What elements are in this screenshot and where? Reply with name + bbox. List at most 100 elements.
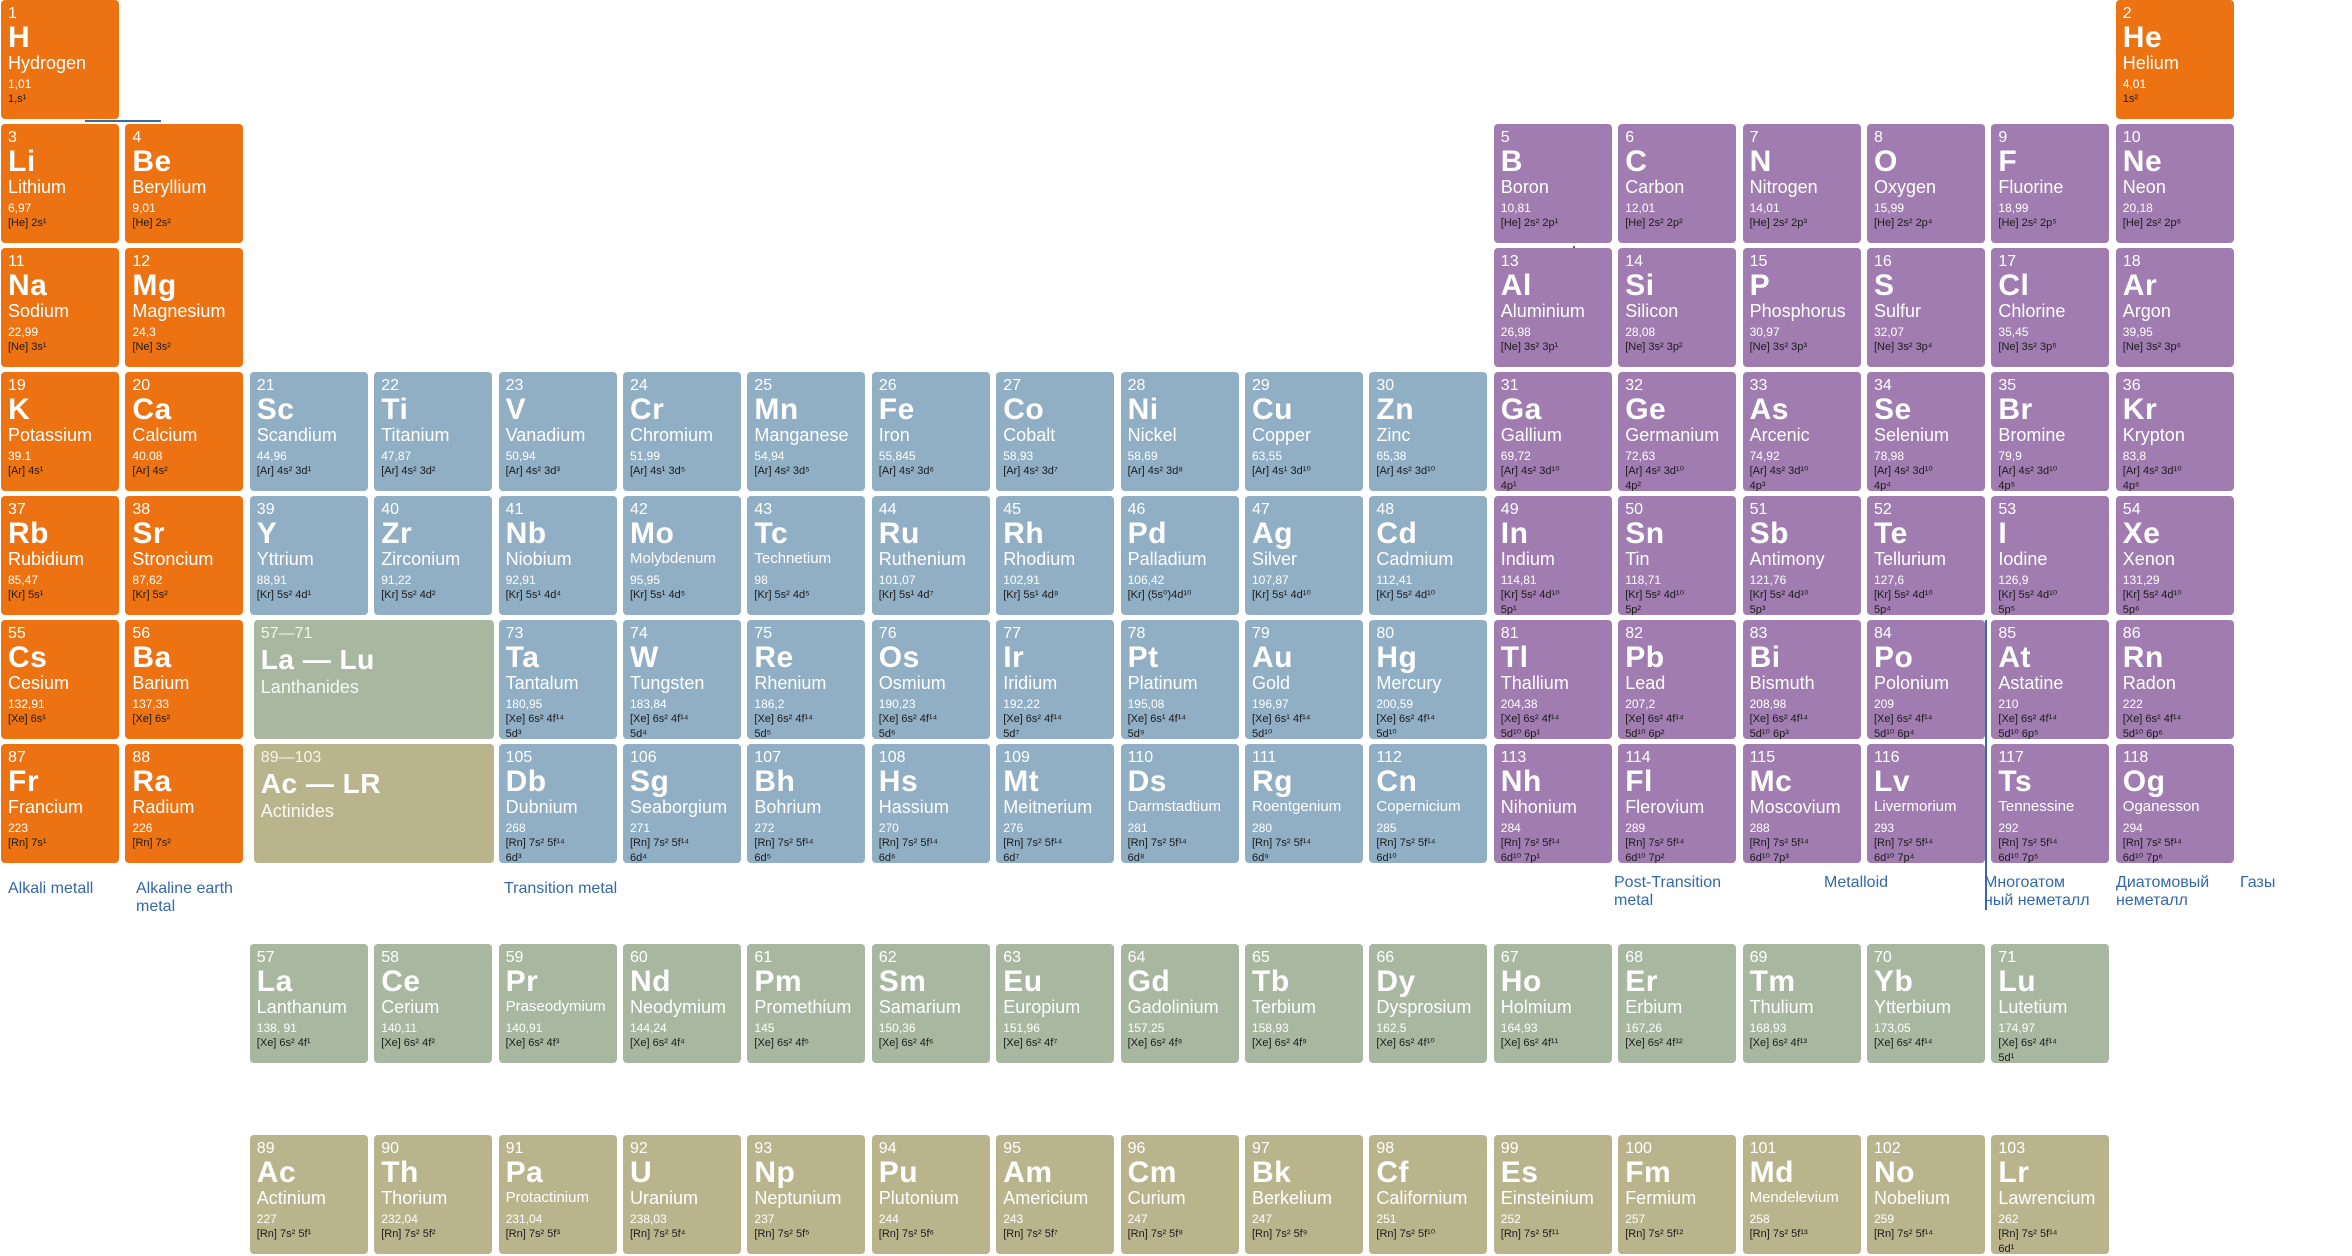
element-cell-v[interactable]: 23 V Vanadium 50,94 [Ar] 4s² 3d³ [498, 372, 617, 491]
element-cell-hs[interactable]: 108 Hs Hassium 270 [Rn] 7s² 5f¹⁴ 6d⁶ [871, 744, 990, 863]
element-cell-mg[interactable]: 12 Mg Magnesium 24,3 [Ne] 3s² [125, 248, 244, 367]
element-cell-pr[interactable]: 59 Pr Praseodymium 140,91 [Xe] 6s² 4f³ [498, 944, 617, 1063]
element-cell-fm[interactable]: 100 Fm Fermium 257 [Rn] 7s² 5f¹² [1618, 1135, 1737, 1254]
element-cell-xe[interactable]: 54 Xe Xenon 131,29 [Kr] 5s² 4d¹⁰ 5p⁶ [2115, 496, 2234, 615]
element-cell-b[interactable]: 5 B Boron 10,81 [He] 2s² 2p¹ [1493, 124, 1612, 243]
element-cell-es[interactable]: 99 Es Einsteinium 252 [Rn] 7s² 5f¹¹ [1493, 1135, 1612, 1254]
element-cell-ar[interactable]: 18 Ar Argon 39,95 [Ne] 3s² 3p⁶ [2115, 248, 2234, 367]
element-cell-sm[interactable]: 62 Sm Samarium 150,36 [Xe] 6s² 4f⁶ [871, 944, 990, 1063]
element-cell-rb[interactable]: 37 Rb Rubidium 85,47 [Kr] 5s¹ [1, 496, 119, 615]
element-cell-ni[interactable]: 28 Ni Nickel 58,69 [Ar] 4s² 3d⁸ [1120, 372, 1239, 491]
element-cell-ta[interactable]: 73 Ta Tantalum 180,95 [Xe] 6s² 4f¹⁴ 5d³ [498, 620, 617, 739]
element-cell-th[interactable]: 90 Th Thorium 232,04 [Rn] 7s² 5f² [374, 1135, 493, 1254]
element-cell-fr[interactable]: 87 Fr Francium 223 [Rn] 7s¹ [1, 744, 119, 863]
element-cell-si[interactable]: 14 Si Silicon 28,08 [Ne] 3s² 3p² [1618, 248, 1737, 367]
element-cell-at[interactable]: 85 At Astatine 210 [Xe] 6s² 4f¹⁴ 5d¹⁰ 6p⁵ [1991, 620, 2110, 739]
element-cell-bk[interactable]: 97 Bk Berkelium 247 [Rn] 7s² 5f⁹ [1245, 1135, 1363, 1254]
range-cell-lanthanides[interactable]: 57—71 La — Lu Lanthanides [253, 620, 494, 739]
element-cell-f[interactable]: 9 F Fluorine 18,99 [He] 2s² 2p⁵ [1991, 124, 2110, 243]
element-cell-nh[interactable]: 113 Nh Nihonium 284 [Rn] 7s² 5f¹⁴ 6d¹⁰ 7p¹ [1493, 744, 1612, 863]
element-cell-lr[interactable]: 103 Lr Lawrencium 262 [Rn] 7s² 5f¹⁴ 6d¹ [1991, 1135, 2110, 1254]
element-cell-he[interactable]: 2 He Helium 4,01 1s² [2115, 0, 2234, 119]
element-cell-ru[interactable]: 44 Ru Ruthenium 101,07 [Kr] 5s¹ 4d⁷ [871, 496, 990, 615]
element-cell-la[interactable]: 57 La Lanthanum 138, 91 [Xe] 6s² 4f¹ [249, 944, 368, 1063]
element-cell-tb[interactable]: 65 Tb Terbium 158,93 [Xe] 6s² 4f⁹ [1245, 944, 1363, 1063]
element-cell-nd[interactable]: 60 Nd Neodymium 144,24 [Xe] 6s² 4f⁴ [623, 944, 741, 1063]
element-cell-mt[interactable]: 109 Mt Meitnerium 276 [Rn] 7s² 5f¹⁴ 6d⁷ [996, 744, 1115, 863]
element-cell-cf[interactable]: 98 Cf Californium 251 [Rn] 7s² 5f¹⁰ [1369, 1135, 1488, 1254]
element-cell-cl[interactable]: 17 Cl Chlorine 35,45 [Ne] 3s² 3p⁵ [1991, 248, 2110, 367]
element-cell-no[interactable]: 102 No Nobelium 259 [Rn] 7s² 5f¹⁴ [1867, 1135, 1985, 1254]
element-cell-ag[interactable]: 47 Ag Silver 107,87 [Kr] 5s¹ 4d¹⁰ [1245, 496, 1363, 615]
range-cell-actinides[interactable]: 89—103 Ac — LR Actinides [253, 744, 494, 863]
element-cell-be[interactable]: 4 Be Beryllium 9,01 [He] 2s² [125, 124, 244, 243]
element-cell-br[interactable]: 35 Br Bromine 79,9 [Ar] 4s² 3d¹⁰ 4p⁵ [1991, 372, 2110, 491]
element-cell-fl[interactable]: 114 Fl Flerovium 289 [Rn] 7s² 5f¹⁴ 6d¹⁰ 7p² [1618, 744, 1737, 863]
element-cell-cs[interactable]: 55 Cs Cesium 132,91 [Xe] 6s¹ [1, 620, 119, 739]
element-cell-ba[interactable]: 56 Ba Barium 137,33 [Xe] 6s² [125, 620, 244, 739]
element-cell-pm[interactable]: 61 Pm Promethium 145 [Xe] 6s² 4f⁵ [747, 944, 866, 1063]
element-cell-lu[interactable]: 71 Lu Lutetium 174,97 [Xe] 6s² 4f¹⁴ 5d¹ [1991, 944, 2110, 1063]
element-cell-ac[interactable]: 89 Ac Actinium 227 [Rn] 7s² 5f¹ [249, 1135, 368, 1254]
element-cell-ds[interactable]: 110 Ds Darmstadtium 281 [Rn] 7s² 5f¹⁴ 6d⁸ [1120, 744, 1239, 863]
element-cell-dy[interactable]: 66 Dy Dysprosium 162,5 [Xe] 6s² 4f¹⁰ [1369, 944, 1488, 1063]
element-cell-ir[interactable]: 77 Ir Iridium 192,22 [Xe] 6s² 4f¹⁴ 5d⁷ [996, 620, 1115, 739]
element-cell-ti[interactable]: 22 Ti Titanium 47,87 [Ar] 4s² 3d² [374, 372, 493, 491]
element-cell-ga[interactable]: 31 Ga Gallium 69,72 [Ar] 4s² 3d¹⁰ 4p¹ [1493, 372, 1612, 491]
element-cell-k[interactable]: 19 K Potassium 39.1 [Ar] 4s¹ [1, 372, 119, 491]
element-cell-ge[interactable]: 32 Ge Germanium 72,63 [Ar] 4s² 3d¹⁰ 4p² [1618, 372, 1737, 491]
element-cell-n[interactable]: 7 N Nitrogen 14,01 [He] 2s² 2p³ [1742, 124, 1861, 243]
element-cell-zr[interactable]: 40 Zr Zirconium 91,22 [Kr] 5s² 4d² [374, 496, 493, 615]
element-cell-mo[interactable]: 42 Mo Molybdenum 95,95 [Kr] 5s¹ 4d⁵ [623, 496, 741, 615]
element-cell-lv[interactable]: 116 Lv Livermorium 293 [Rn] 7s² 5f¹⁴ 6d¹⁰ 7p… [1867, 744, 1985, 863]
element-cell-co[interactable]: 27 Co Cobalt 58,93 [Ar] 4s² 3d⁷ [996, 372, 1115, 491]
element-cell-am[interactable]: 95 Am Americium 243 [Rn] 7s² 5f⁷ [996, 1135, 1115, 1254]
element-cell-sb[interactable]: 51 Sb Antimony 121,76 [Kr] 5s² 4d¹⁰ 5p³ [1742, 496, 1861, 615]
element-cell-rg[interactable]: 111 Rg Roentgenium 280 [Rn] 7s² 5f¹⁴ 6d⁹ [1245, 744, 1363, 863]
element-cell-bh[interactable]: 107 Bh Bohrium 272 [Rn] 7s² 5f¹⁴ 6d⁵ [747, 744, 866, 863]
element-cell-rn[interactable]: 86 Rn Radon 222 [Xe] 6s² 4f¹⁴ 5d¹⁰ 6p⁶ [2115, 620, 2234, 739]
element-cell-pd[interactable]: 46 Pd Palladium 106,42 [Kr] (5s⁰)4d¹⁰ [1120, 496, 1239, 615]
element-cell-yb[interactable]: 70 Yb Ytterbium 173,05 [Xe] 6s² 4f¹⁴ [1867, 944, 1985, 1063]
element-cell-og[interactable]: 118 Og Oganesson 294 [Rn] 7s² 5f¹⁴ 6d¹⁰ 7p⁶ [2115, 744, 2234, 863]
element-cell-ne[interactable]: 10 Ne Neon 20,18 [He] 2s² 2p⁶ [2115, 124, 2234, 243]
element-cell-cr[interactable]: 24 Cr Chromium 51,99 [Ar] 4s¹ 3d⁵ [623, 372, 741, 491]
element-cell-ca[interactable]: 20 Ca Calcium 40.08 [Ar] 4s² [125, 372, 244, 491]
element-cell-ra[interactable]: 88 Ra Radium 226 [Rn] 7s² [125, 744, 244, 863]
element-cell-ts[interactable]: 117 Ts Tennessine 292 [Rn] 7s² 5f¹⁴ 6d¹⁰ 7p⁵ [1991, 744, 2110, 863]
element-cell-w[interactable]: 74 W Tungsten 183,84 [Xe] 6s² 4f¹⁴ 5d⁴ [623, 620, 741, 739]
element-cell-cm[interactable]: 96 Cm Curium 247 [Rn] 7s² 5f⁸ [1120, 1135, 1239, 1254]
element-cell-cn[interactable]: 112 Cn Copernicium 285 [Rn] 7s² 5f¹⁴ 6d¹⁰ [1369, 744, 1488, 863]
element-cell-sc[interactable]: 21 Sc Scandium 44,96 [Ar] 4s² 3d¹ [249, 372, 368, 491]
element-cell-al[interactable]: 13 Al Aluminium 26,98 [Ne] 3s² 3p¹ [1493, 248, 1612, 367]
element-cell-na[interactable]: 11 Na Sodium 22,99 [Ne] 3s¹ [1, 248, 119, 367]
element-cell-eu[interactable]: 63 Eu Europium 151,96 [Xe] 6s² 4f⁷ [996, 944, 1115, 1063]
element-cell-nb[interactable]: 41 Nb Niobium 92,91 [Kr] 5s¹ 4d⁴ [498, 496, 617, 615]
element-cell-tm[interactable]: 69 Tm Thulium 168,93 [Xe] 6s² 4f¹³ [1742, 944, 1861, 1063]
element-cell-sn[interactable]: 50 Sn Tin 118,71 [Kr] 5s² 4d¹⁰ 5p² [1618, 496, 1737, 615]
element-cell-o[interactable]: 8 O Oxygen 15,99 [He] 2s² 2p⁴ [1867, 124, 1985, 243]
element-cell-as[interactable]: 33 As Arcenic 74,92 [Ar] 4s² 3d¹⁰ 4p³ [1742, 372, 1861, 491]
element-cell-mn[interactable]: 25 Mn Manganese 54,94 [Ar] 4s² 3d⁵ [747, 372, 866, 491]
element-cell-te[interactable]: 52 Te Tellurium 127,6 [Kr] 5s² 4d¹⁰ 5p⁴ [1867, 496, 1985, 615]
element-cell-s[interactable]: 16 S Sulfur 32,07 [Ne] 3s² 3p⁴ [1867, 248, 1985, 367]
element-cell-os[interactable]: 76 Os Osmium 190,23 [Xe] 6s² 4f¹⁴ 5d⁶ [871, 620, 990, 739]
element-cell-tc[interactable]: 43 Tc Technetium 98 [Kr] 5s² 4d⁵ [747, 496, 866, 615]
element-cell-rh[interactable]: 45 Rh Rhodium 102,91 [Kr] 5s¹ 4d⁸ [996, 496, 1115, 615]
element-cell-u[interactable]: 92 U Uranium 238,03 [Rn] 7s² 5f⁴ [623, 1135, 741, 1254]
element-cell-se[interactable]: 34 Se Selenium 78,98 [Ar] 4s² 3d¹⁰ 4p⁴ [1867, 372, 1985, 491]
element-cell-mc[interactable]: 115 Mc Moscovium 288 [Rn] 7s² 5f¹⁴ 6d¹⁰ 7p³ [1742, 744, 1861, 863]
element-cell-pu[interactable]: 94 Pu Plutonium 244 [Rn] 7s² 5f⁶ [871, 1135, 990, 1254]
element-cell-ho[interactable]: 67 Ho Holmium 164,93 [Xe] 6s² 4f¹¹ [1493, 944, 1612, 1063]
element-cell-db[interactable]: 105 Db Dubnium 268 [Rn] 7s² 5f¹⁴ 6d³ [498, 744, 617, 863]
element-cell-bi[interactable]: 83 Bi Bismuth 208,98 [Xe] 6s² 4f¹⁴ 5d¹⁰ 6p³ [1742, 620, 1861, 739]
element-cell-h[interactable]: 1 H Hydrogen 1,01 1,s¹ [1, 0, 119, 119]
element-cell-sr[interactable]: 38 Sr Stroncium 87,62 [Kr] 5s² [125, 496, 244, 615]
element-cell-in[interactable]: 49 In Indium 114,81 [Kr] 5s² 4d¹⁰ 5p¹ [1493, 496, 1612, 615]
element-cell-pt[interactable]: 78 Pt Platinum 195,08 [Xe] 6s¹ 4f¹⁴ 5d⁹ [1120, 620, 1239, 739]
element-cell-re[interactable]: 75 Re Rhenium 186,2 [Xe] 6s² 4f¹⁴ 5d⁵ [747, 620, 866, 739]
element-cell-fe[interactable]: 26 Fe Iron 55,845 [Ar] 4s² 3d⁶ [871, 372, 990, 491]
element-cell-y[interactable]: 39 Y Yttrium 88,91 [Kr] 5s² 4d¹ [249, 496, 368, 615]
element-cell-ce[interactable]: 58 Ce Cerium 140,11 [Xe] 6s² 4f² [374, 944, 493, 1063]
element-cell-cd[interactable]: 48 Cd Cadmium 112,41 [Kr] 5s² 4d¹⁰ [1369, 496, 1488, 615]
